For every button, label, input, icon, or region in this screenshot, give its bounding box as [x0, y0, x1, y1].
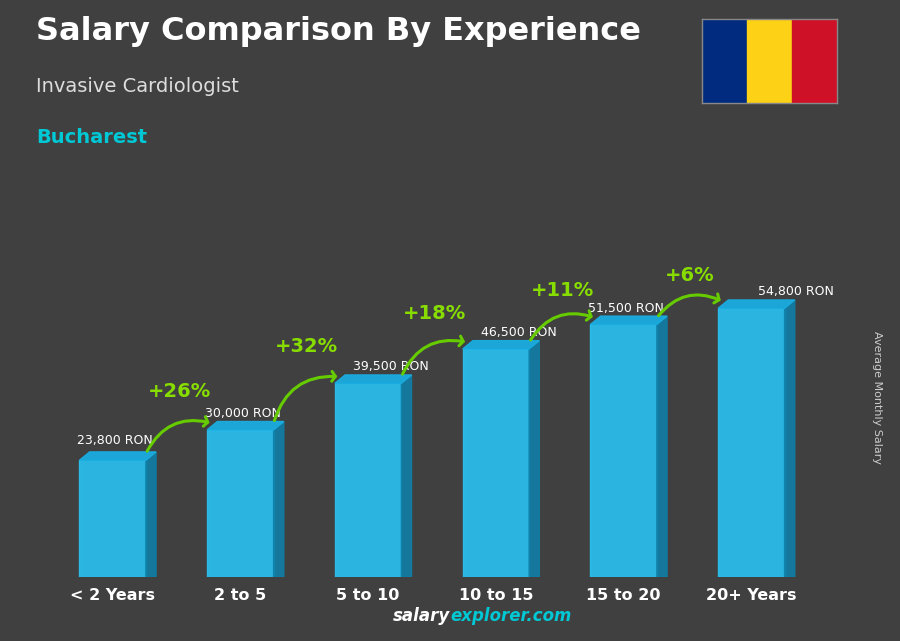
- Text: 51,500 RON: 51,500 RON: [588, 302, 663, 315]
- Text: 39,500 RON: 39,500 RON: [353, 360, 428, 374]
- Polygon shape: [146, 452, 156, 577]
- Polygon shape: [657, 316, 667, 577]
- Text: Salary Comparison By Experience: Salary Comparison By Experience: [36, 16, 641, 47]
- Text: Average Monthly Salary: Average Monthly Salary: [872, 331, 883, 464]
- Text: 30,000 RON: 30,000 RON: [204, 407, 281, 420]
- Polygon shape: [785, 300, 795, 577]
- Text: +26%: +26%: [148, 382, 211, 401]
- Text: +18%: +18%: [403, 304, 466, 323]
- Polygon shape: [590, 316, 667, 324]
- Text: 23,800 RON: 23,800 RON: [76, 433, 153, 447]
- Text: 46,500 RON: 46,500 RON: [481, 326, 556, 339]
- Text: explorer.com: explorer.com: [450, 607, 572, 625]
- Text: +32%: +32%: [275, 337, 338, 356]
- Polygon shape: [401, 375, 411, 577]
- Polygon shape: [274, 422, 284, 577]
- Text: 54,800 RON: 54,800 RON: [758, 285, 833, 299]
- Polygon shape: [463, 349, 529, 577]
- Polygon shape: [718, 308, 785, 577]
- Polygon shape: [590, 324, 657, 577]
- Polygon shape: [529, 340, 539, 577]
- Bar: [792, 19, 837, 103]
- Polygon shape: [207, 422, 284, 430]
- Bar: [702, 19, 747, 103]
- Polygon shape: [335, 375, 411, 383]
- Text: Invasive Cardiologist: Invasive Cardiologist: [36, 77, 238, 96]
- Text: +11%: +11%: [531, 281, 594, 300]
- Polygon shape: [79, 460, 146, 577]
- Text: Bucharest: Bucharest: [36, 128, 147, 147]
- Polygon shape: [463, 340, 539, 349]
- Text: salary: salary: [392, 607, 450, 625]
- Text: +6%: +6%: [665, 267, 715, 285]
- Polygon shape: [79, 452, 156, 460]
- Polygon shape: [207, 430, 274, 577]
- Bar: [747, 19, 792, 103]
- Polygon shape: [335, 383, 401, 577]
- Polygon shape: [718, 300, 795, 308]
